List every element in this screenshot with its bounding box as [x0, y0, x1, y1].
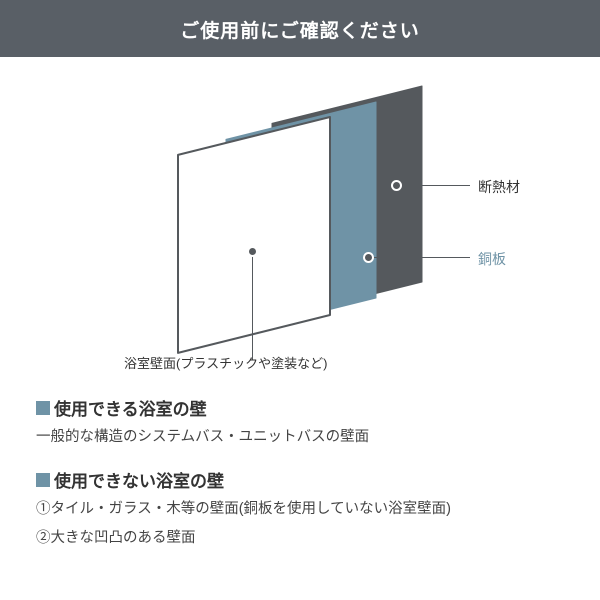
callout-dot-copper: [365, 254, 372, 261]
bullet-icon: [36, 401, 50, 415]
callout-line-insulation: [399, 185, 470, 186]
body-unusable-2: ②大きな凹凸のある壁面: [36, 527, 564, 550]
header-bar: ご使用前にご確認ください: [0, 0, 600, 57]
header-title: ご使用前にご確認ください: [180, 21, 420, 42]
title-usable: 使用できる浴室の壁: [54, 395, 207, 420]
callout-dot-insulation: [393, 182, 400, 189]
callout-line-bathwall: [252, 254, 253, 360]
section-title-usable: 使用できる浴室の壁: [36, 395, 564, 420]
text-block: 使用できる浴室の壁 一般的な構造のシステムバス・ユニットバスの壁面 使用できない…: [0, 395, 600, 551]
label-insulation: 断熱材: [478, 177, 520, 197]
caption-bath-wall: 浴室壁面(プラスチックや塗装など): [124, 353, 327, 372]
section-title-unusable: 使用できない浴室の壁: [36, 467, 564, 492]
body-usable: 一般的な構造のシステムバス・ユニットバスの壁面: [36, 426, 564, 449]
layer-diagram: 断熱材 銅板 浴室壁面(プラスチックや塗装など): [0, 57, 600, 377]
callout-dot-bathwall: [249, 248, 256, 255]
title-unusable: 使用できない浴室の壁: [54, 467, 224, 492]
bullet-icon: [36, 473, 50, 487]
callout-line-copper: [371, 257, 470, 258]
panel-bath-wall: [176, 115, 332, 355]
body-unusable-1: ①タイル・ガラス・木等の壁面(銅板を使用していない浴室壁面): [36, 498, 564, 521]
label-copper: 銅板: [478, 249, 506, 269]
